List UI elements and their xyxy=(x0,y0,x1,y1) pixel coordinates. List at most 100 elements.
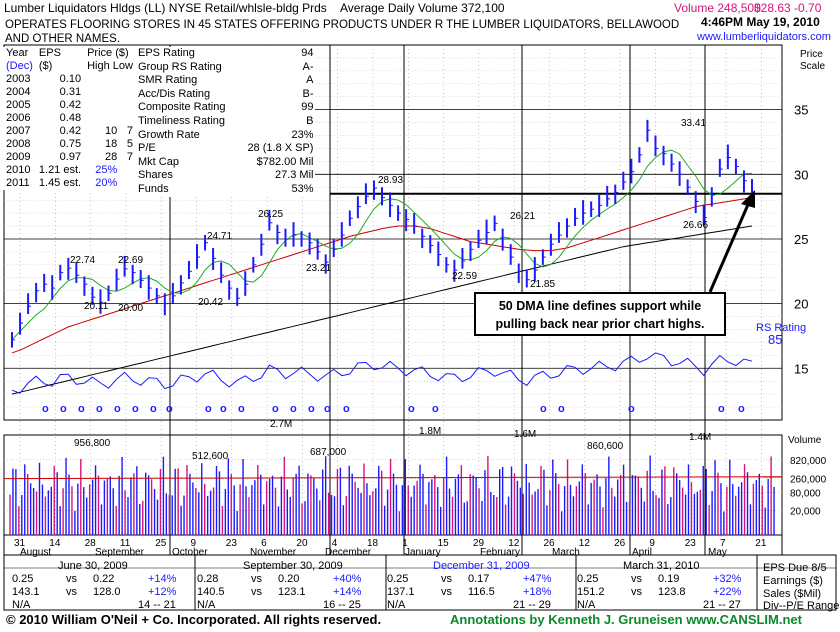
stats-eps: 0.97 xyxy=(59,151,82,163)
stats-high xyxy=(84,86,120,99)
stats-low xyxy=(120,164,136,177)
rating-label: Funds xyxy=(138,182,169,195)
stats-row: 2011 1.45 est. 20% xyxy=(3,177,136,190)
rating-row: Shares 27.3 Mil xyxy=(136,169,315,183)
price-tick-label: 35 xyxy=(794,103,808,118)
stats-year: 2006 xyxy=(6,112,31,124)
stats-high: 10 xyxy=(105,125,118,137)
stats-low xyxy=(120,112,136,125)
quarter-date: September 30, 2009 xyxy=(243,560,343,572)
earnings-o-marker: o xyxy=(738,403,745,415)
month-label: May xyxy=(708,547,727,558)
sales-label: Sales ($Mil) xyxy=(763,588,822,600)
volume-tick-label: 820,000 xyxy=(790,456,827,467)
earnings-o-marker: o xyxy=(558,403,565,415)
volume-tick-label: 260,000 xyxy=(790,475,827,486)
stats-low xyxy=(120,177,136,190)
rating-row: Funds 53% xyxy=(136,183,315,197)
rating-value: B- xyxy=(302,87,314,100)
rating-label: SMR Rating xyxy=(138,74,198,87)
earnings-o-marker: o xyxy=(114,403,121,415)
stats-low: 7 xyxy=(126,125,133,137)
stats-row: 2003 0.10 xyxy=(3,73,136,86)
stats-year: 2004 xyxy=(6,86,31,98)
earnings-o-marker: o xyxy=(60,403,67,415)
earnings-o-marker: o xyxy=(432,403,439,415)
vs-label: vs xyxy=(66,586,77,598)
date-tick-label: 4 xyxy=(332,538,338,549)
date-tick-label: 18 xyxy=(367,538,379,549)
date-tick-label: 1 xyxy=(402,538,408,549)
quarter-range: 14 -- 21 xyxy=(138,599,176,611)
date-tick-label: 26 xyxy=(614,538,626,549)
quarter-sales-current: 151.2 xyxy=(577,586,605,598)
vs-label: vs xyxy=(631,573,642,585)
earnings-o-marker: o xyxy=(308,403,315,415)
price-annotation: 20.00 xyxy=(118,303,143,314)
stats-row: 2010 1.21 est. 25% xyxy=(3,164,136,177)
stats-high xyxy=(84,112,120,125)
earnings-o-marker: o xyxy=(628,403,635,415)
quarter-eps-prior: 0.20 xyxy=(278,573,300,585)
stats-eps: 0.10 xyxy=(59,73,82,85)
rating-row: P/E 28 (1.8 X SP) xyxy=(136,142,315,156)
volume-tick-label: 20,000 xyxy=(790,507,821,518)
col-eps-sub: ($) xyxy=(38,60,53,72)
stats-low xyxy=(120,86,136,99)
quarter-range: 21 -- 29 xyxy=(513,599,551,611)
quarter-date: June 30, 2009 xyxy=(58,560,128,572)
price-annotation: 22.74 xyxy=(70,255,95,266)
rating-row: SMR Rating A xyxy=(136,74,315,88)
date-tick-label: 31 xyxy=(14,538,26,549)
rating-row: Timeliness Rating B xyxy=(136,115,315,129)
rating-label: EPS Rating xyxy=(138,47,195,59)
copyright: © 2010 William O'Neil + Co. Incorporated… xyxy=(6,612,382,627)
callout-line-2: pulling back near prior chart highs. xyxy=(495,317,705,331)
vs-label: vs xyxy=(441,573,452,585)
date-tick-label: 9 xyxy=(191,538,197,549)
col-eps: EPS xyxy=(38,47,61,59)
quarter-sales-change: +14% xyxy=(333,586,362,598)
price-annotation: 22.69 xyxy=(118,255,143,266)
price-scale-label-2: Scale xyxy=(800,61,825,72)
month-label: September xyxy=(95,547,145,558)
quarter-sales-prior: 128.0 xyxy=(93,586,121,598)
earnings-label: Earnings ($) xyxy=(763,575,823,587)
price-annotation: 20.11 xyxy=(84,301,109,312)
date-tick-label: 29 xyxy=(473,538,485,549)
quarter-pe: N/A xyxy=(577,599,596,611)
website: www.lumberliquidators.com xyxy=(697,31,831,43)
col-year-sub: (Dec) xyxy=(6,60,33,72)
quarter-eps-current: 0.25 xyxy=(577,573,599,585)
rating-row: Acc/Dis Rating B- xyxy=(136,88,315,102)
month-label: March xyxy=(552,547,580,558)
quarter-sales-current: 143.1 xyxy=(12,586,40,598)
quarter-sales-prior: 123.8 xyxy=(658,586,686,598)
rating-value: 23% xyxy=(291,128,314,141)
volume-average-line xyxy=(3,476,783,480)
stats-low: 5 xyxy=(126,138,133,150)
quarter-sales-current: 140.5 xyxy=(197,586,225,598)
eps-price-table: Year EPS Price ($) (Dec) ($) High Low 20… xyxy=(3,47,136,190)
quarter-eps-current: 0.28 xyxy=(197,573,219,585)
volume-annotation: 2.7M xyxy=(270,419,292,430)
stats-year: 2011 xyxy=(6,177,30,189)
volume-tick-label: 80,000 xyxy=(790,489,821,500)
date-tick-label: 11 xyxy=(120,538,131,549)
date-tick-label: 25 xyxy=(155,538,167,549)
callout-arrow xyxy=(708,199,752,293)
stats-year: 2007 xyxy=(6,125,31,137)
rating-value: 99 xyxy=(301,101,314,114)
ratings-table: EPS Rating 94 Group RS Rating A- SMR Rating A… xyxy=(136,47,316,197)
earnings-o-marker: o xyxy=(272,403,279,415)
quarter-sales-prior: 116.5 xyxy=(468,586,495,598)
stats-row: 2004 0.31 xyxy=(3,86,136,99)
price-scale-label: Price xyxy=(800,49,823,60)
date-tick-label: 7 xyxy=(720,538,726,549)
rating-label: Mkt Cap xyxy=(138,155,179,168)
stats-eps: 0.42 xyxy=(59,99,82,111)
date-tick-label: 28 xyxy=(85,538,97,549)
dma50-line xyxy=(11,197,753,354)
stats-year: 2008 xyxy=(6,138,31,150)
stats-high: 25% xyxy=(95,164,118,176)
